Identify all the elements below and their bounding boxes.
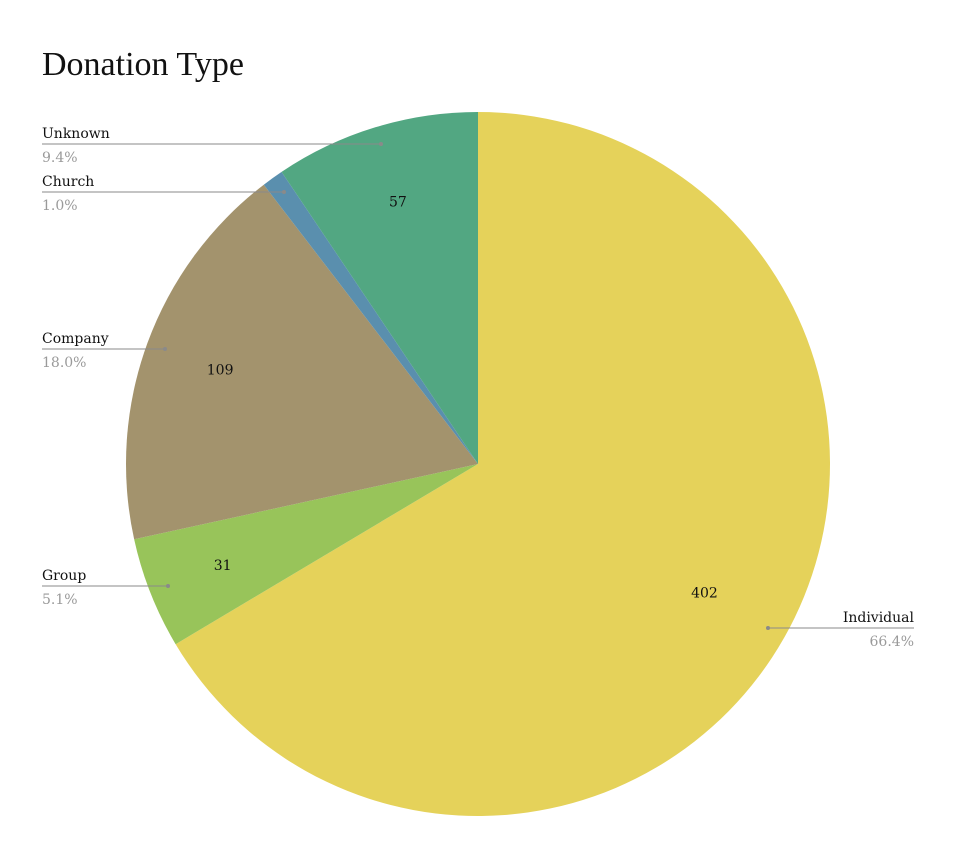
slice-value-company: 109 (207, 363, 234, 379)
slice-value-unknown: 57 (389, 194, 407, 210)
callout-label-group: Group (42, 568, 86, 584)
pie-slices (126, 112, 831, 816)
pie-slice-company (126, 184, 479, 540)
slice-value-group: 31 (214, 558, 232, 574)
callout-percent-unknown: 9.4% (42, 150, 78, 166)
callout-percent-church: 1.0% (42, 198, 78, 214)
callout-label-church: Church (42, 174, 94, 190)
callout-dot-individual (766, 626, 770, 630)
callout-label-company: Company (42, 331, 109, 347)
pie-slice-church (263, 171, 478, 465)
callout-label-unknown: Unknown (42, 126, 110, 142)
slice-value-labels: 402 31 109 57 (207, 194, 718, 601)
pie-slice-unknown (281, 112, 478, 464)
callout-dot-group (166, 584, 170, 588)
callout-dot-unknown (379, 142, 383, 146)
callout-percent-company: 18.0% (42, 355, 86, 371)
callout-dot-company (163, 347, 167, 351)
slice-value-individual: 402 (691, 586, 718, 602)
pie-slice-individual (175, 112, 831, 816)
callout-dot-church (282, 190, 286, 194)
callout-percent-group: 5.1% (42, 592, 78, 608)
callout-label-individual: Individual (843, 610, 915, 626)
pie-slice-group (134, 464, 478, 645)
callout-percent-individual: 66.4% (870, 634, 914, 650)
slice-callouts: Individual 66.4% Group 5.1% Company 18.0% Chur… (42, 126, 915, 650)
chart-title: Donation Type (42, 46, 244, 83)
